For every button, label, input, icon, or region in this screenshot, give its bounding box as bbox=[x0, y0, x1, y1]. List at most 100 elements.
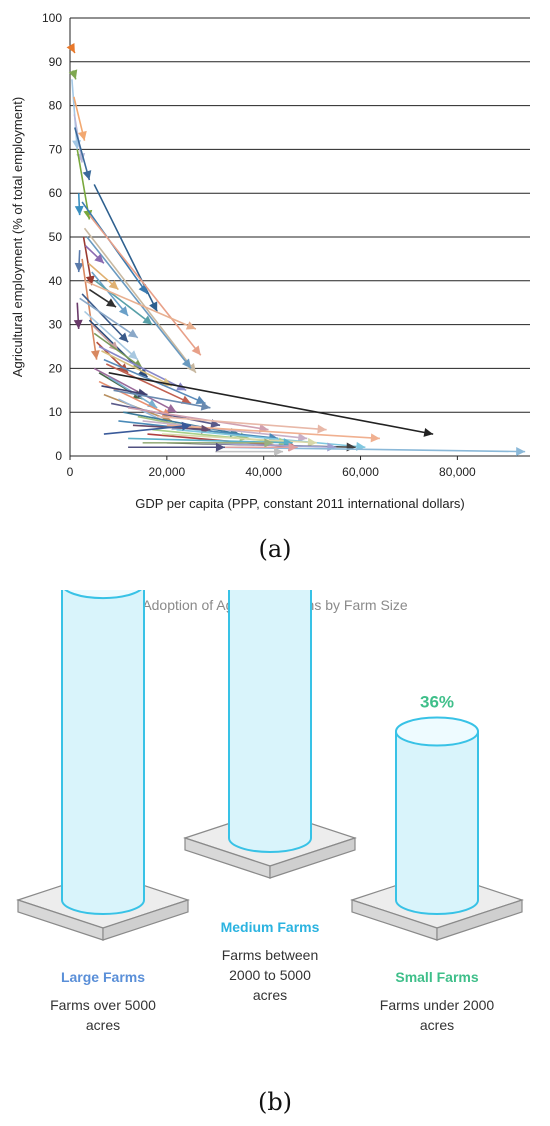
series-arrowhead bbox=[73, 319, 83, 329]
series-arrowhead bbox=[128, 350, 138, 360]
platform-side-right bbox=[269, 837, 356, 879]
category-description-line: acres bbox=[420, 1017, 454, 1033]
category-description-line: 2000 to 5000 bbox=[229, 967, 311, 983]
series-arrowhead bbox=[74, 205, 84, 216]
series-line bbox=[83, 227, 197, 374]
agtech-chart-panel: Adoption of Agtech Solutions by Farm Siz… bbox=[0, 503, 550, 1070]
series-arrowhead bbox=[94, 253, 104, 264]
series-arrowhead bbox=[191, 345, 201, 356]
bar-value-label: 36% bbox=[420, 693, 454, 712]
series-line bbox=[93, 367, 177, 413]
series-arrowhead bbox=[85, 275, 95, 286]
series-line bbox=[84, 280, 197, 330]
cylinder-body bbox=[395, 730, 479, 915]
series-line bbox=[101, 350, 173, 387]
series-arrowhead bbox=[297, 433, 308, 443]
series-line bbox=[161, 433, 317, 444]
caption-a: (a) bbox=[258, 535, 292, 563]
series-arrowhead bbox=[108, 280, 119, 290]
series-arrowhead bbox=[142, 315, 153, 325]
series-arrowhead bbox=[180, 395, 192, 404]
series-arrowhead bbox=[264, 438, 274, 448]
series-arrowhead bbox=[288, 442, 298, 452]
series-arrowhead bbox=[317, 424, 327, 434]
series-arrowhead bbox=[423, 428, 434, 437]
y-axis-label: Agricultural employment (% of total empl… bbox=[10, 97, 25, 377]
agtech-chart: Adoption of Agtech Solutions by Farm Siz… bbox=[16, 503, 524, 1033]
series-arrowhead bbox=[274, 447, 284, 457]
x-tick-label: 20,000 bbox=[148, 465, 185, 479]
y-tick-label: 70 bbox=[49, 142, 63, 156]
series-line bbox=[93, 332, 144, 370]
category-description: Farms over 5000 acres bbox=[50, 997, 156, 1033]
y-tick-label: 50 bbox=[49, 230, 63, 244]
y-tick-label: 90 bbox=[49, 55, 63, 69]
series-arrowhead bbox=[82, 170, 92, 181]
category-label: Medium Farms bbox=[221, 919, 320, 935]
series-line bbox=[113, 389, 211, 409]
y-tick-label: 10 bbox=[49, 405, 63, 419]
employment-chart-panel: 0 10 20 30 40 50 60 70 80 90 100 0 20,000 40,000 60,00… bbox=[0, 0, 550, 520]
category-description-line: acres bbox=[253, 987, 287, 1003]
series-line bbox=[98, 345, 187, 392]
y-tick-label: 30 bbox=[49, 318, 63, 332]
category-description: Farms under 2000 acres bbox=[380, 997, 495, 1033]
series-line bbox=[74, 127, 91, 181]
series-arrowhead bbox=[370, 433, 380, 443]
series-arrowhead bbox=[516, 446, 526, 456]
category-label: Large Farms bbox=[61, 969, 145, 985]
series-arrowhead bbox=[68, 69, 78, 80]
series-arrowhead bbox=[215, 442, 225, 452]
series-arrowhead bbox=[74, 262, 84, 273]
series-line bbox=[81, 293, 129, 343]
series-arrowhead bbox=[166, 403, 177, 413]
series-line bbox=[79, 297, 139, 339]
series-arrowhead bbox=[185, 321, 196, 330]
caption-b: (b) bbox=[257, 1088, 293, 1116]
y-tick-label: 80 bbox=[49, 99, 63, 113]
series-arrowhead bbox=[346, 442, 356, 452]
series-line bbox=[86, 236, 192, 369]
series-line bbox=[157, 415, 327, 431]
cylinder-body bbox=[228, 540, 312, 853]
series-line bbox=[81, 258, 98, 360]
employment-chart: 0 10 20 30 40 50 60 70 80 90 100 0 20,000 40,000 60,00… bbox=[10, 11, 530, 511]
cylinder-top bbox=[395, 716, 479, 747]
series-arrowhead bbox=[181, 358, 192, 369]
category-description-line: Farms over 5000 bbox=[50, 997, 156, 1013]
category-description-line: Farms between bbox=[222, 947, 318, 963]
x-axis-label: GDP per capita (PPP, constant 2011 inter… bbox=[135, 496, 465, 511]
series-line bbox=[88, 319, 149, 378]
y-tick-label: 20 bbox=[49, 361, 63, 375]
series-arrowhead bbox=[118, 306, 129, 316]
category-description-line: acres bbox=[86, 1017, 120, 1033]
series-arrowhead bbox=[132, 359, 143, 369]
category-description-line: Farms under 2000 bbox=[380, 997, 495, 1013]
platform-side-right bbox=[436, 899, 523, 941]
series-arrowhead bbox=[200, 401, 211, 411]
series-line bbox=[108, 371, 434, 435]
series-arrowhead bbox=[307, 437, 317, 447]
category-description: Farms between 2000 to 5000 acres bbox=[222, 947, 318, 1003]
platform-side-right bbox=[102, 899, 189, 941]
series-line bbox=[123, 411, 240, 435]
series-line bbox=[91, 271, 129, 317]
series-arrowhead bbox=[66, 42, 75, 54]
series-arrowhead bbox=[195, 395, 206, 405]
series-arrowhead bbox=[181, 421, 192, 431]
series-line bbox=[76, 149, 91, 220]
series-line bbox=[94, 280, 153, 326]
series-line bbox=[83, 310, 139, 361]
x-tick-label: 0 bbox=[67, 465, 74, 479]
cylinder-body bbox=[61, 583, 145, 915]
series-arrowhead bbox=[127, 328, 138, 338]
y-tick-label: 60 bbox=[49, 186, 63, 200]
series-arrowhead bbox=[149, 301, 158, 312]
series-arrowhead bbox=[106, 298, 116, 308]
series-line bbox=[105, 363, 192, 405]
series-line bbox=[93, 184, 158, 312]
y-tick-label: 100 bbox=[42, 11, 62, 25]
series-arrowhead bbox=[78, 130, 87, 141]
x-tick-label: 80,000 bbox=[439, 465, 476, 479]
series-line bbox=[176, 428, 366, 449]
